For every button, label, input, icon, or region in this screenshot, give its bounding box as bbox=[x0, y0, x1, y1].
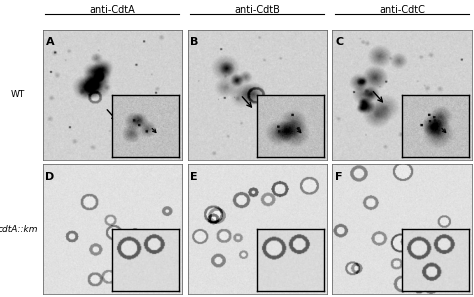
Text: A: A bbox=[46, 37, 54, 48]
Text: C: C bbox=[335, 37, 343, 48]
Text: anti-CdtA: anti-CdtA bbox=[90, 5, 135, 15]
Text: F: F bbox=[335, 172, 343, 182]
Text: D: D bbox=[46, 172, 55, 182]
Text: E: E bbox=[191, 172, 198, 182]
Text: cdtA::km: cdtA::km bbox=[0, 225, 38, 233]
Text: anti-CdtC: anti-CdtC bbox=[379, 5, 425, 15]
Text: B: B bbox=[191, 37, 199, 48]
Text: WT: WT bbox=[11, 90, 25, 99]
Text: anti-CdtB: anti-CdtB bbox=[234, 5, 280, 15]
